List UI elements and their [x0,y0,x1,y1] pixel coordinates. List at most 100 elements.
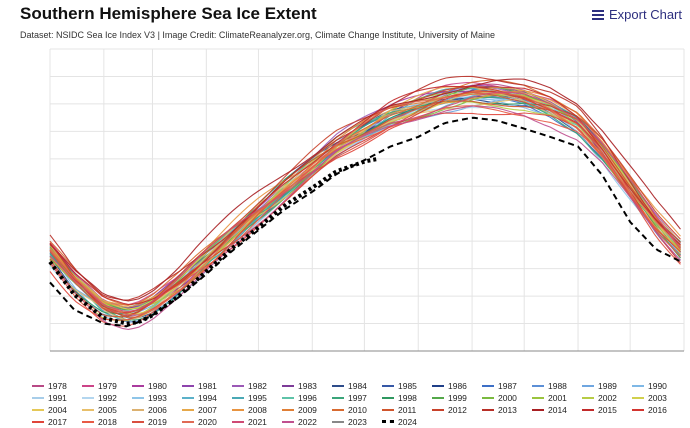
legend-item-1996[interactable]: 1996 [282,392,332,403]
legend-item-2009[interactable]: 2009 [282,404,332,415]
legend-swatch [382,384,394,387]
legend-swatch [332,408,344,411]
legend-label: 2011 [398,404,417,415]
legend-item-2010[interactable]: 2010 [332,404,382,415]
legend-label: 2013 [498,404,517,415]
legend-item-2018[interactable]: 2018 [82,416,132,427]
legend-item-2024[interactable]: 2024 [382,416,432,427]
legend-swatch [432,384,444,387]
legend-item-2020[interactable]: 2020 [182,416,232,427]
legend-item-2015[interactable]: 2015 [582,404,632,415]
legend-item-1989[interactable]: 1989 [582,380,632,391]
legend-label: 1978 [48,380,67,391]
legend-item-2000[interactable]: 2000 [482,392,532,403]
legend-swatch [82,408,94,411]
legend-label: 1990 [648,380,667,391]
legend-item-2017[interactable]: 2017 [32,416,82,427]
legend-item-2012[interactable]: 2012 [432,404,482,415]
legend-swatch [182,420,194,423]
legend-label: 2001 [548,392,567,403]
legend-item-2021[interactable]: 2021 [232,416,282,427]
series-line-2013 [49,75,681,301]
legend-item-1985[interactable]: 1985 [382,380,432,391]
legend-swatch [282,408,294,411]
legend-swatch [182,384,194,387]
export-chart-label: Export Chart [609,7,682,22]
legend-swatch [532,396,544,399]
export-chart-button[interactable]: Export Chart [592,7,682,22]
legend-label: 2016 [648,404,667,415]
legend-item-2013[interactable]: 2013 [482,404,532,415]
legend-item-2002[interactable]: 2002 [582,392,632,403]
legend-swatch [82,384,94,387]
legend-item-1983[interactable]: 1983 [282,380,332,391]
legend-swatch [32,384,44,387]
legend-item-1988[interactable]: 1988 [532,380,582,391]
legend-swatch [432,408,444,411]
legend-item-1978[interactable]: 1978 [32,380,82,391]
legend-swatch [332,396,344,399]
legend-item-1990[interactable]: 1990 [632,380,682,391]
legend-item-2004[interactable]: 2004 [32,404,82,415]
legend-item-2008[interactable]: 2008 [232,404,282,415]
legend-item-2001[interactable]: 2001 [532,392,582,403]
legend: 1978 1979 1980 1981 1982 1983 1984 1985 1986 1987… [32,380,682,427]
legend-item-2007[interactable]: 2007 [182,404,232,415]
series-line-2010 [49,79,681,306]
legend-item-1994[interactable]: 1994 [182,392,232,403]
legend-item-2006[interactable]: 2006 [132,404,182,415]
legend-swatch [182,396,194,399]
legend-swatch [582,384,594,387]
legend-item-2011[interactable]: 2011 [382,404,432,415]
legend-swatch [382,408,394,411]
legend-item-2003[interactable]: 2003 [632,392,682,403]
legend-item-1999[interactable]: 1999 [432,392,482,403]
legend-label: 1984 [348,380,367,391]
legend-label: 1993 [148,392,167,403]
legend-item-1998[interactable]: 1998 [382,392,432,403]
legend-label: 1989 [598,380,617,391]
legend-item-1980[interactable]: 1980 [132,380,182,391]
legend-swatch [532,408,544,411]
legend-item-2016[interactable]: 2016 [632,404,682,415]
legend-item-2019[interactable]: 2019 [132,416,182,427]
legend-item-2005[interactable]: 2005 [82,404,132,415]
legend-item-1981[interactable]: 1981 [182,380,232,391]
legend-swatch [82,420,94,423]
legend-label: 2004 [48,404,67,415]
legend-item-2014[interactable]: 2014 [532,404,582,415]
legend-swatch [282,420,294,423]
legend-swatch [332,420,344,423]
legend-item-1982[interactable]: 1982 [232,380,282,391]
legend-swatch [432,396,444,399]
legend-swatch [132,384,144,387]
legend-label: 1980 [148,380,167,391]
legend-item-1984[interactable]: 1984 [332,380,382,391]
legend-swatch [482,408,494,411]
legend-item-1993[interactable]: 1993 [132,392,182,403]
legend-label: 1981 [198,380,217,391]
legend-item-1991[interactable]: 1991 [32,392,82,403]
legend-label: 2000 [498,392,517,403]
legend-item-1995[interactable]: 1995 [232,392,282,403]
legend-item-2022[interactable]: 2022 [282,416,332,427]
legend-swatch [32,396,44,399]
legend-label: 1979 [98,380,117,391]
legend-label: 2017 [48,416,67,427]
legend-label: 1996 [298,392,317,403]
legend-swatch [132,420,144,423]
legend-item-1986[interactable]: 1986 [432,380,482,391]
legend-label: 2024 [398,416,417,427]
legend-swatch [82,396,94,399]
legend-item-2023[interactable]: 2023 [332,416,382,427]
legend-item-1979[interactable]: 1979 [82,380,132,391]
legend-item-1997[interactable]: 1997 [332,392,382,403]
legend-swatch [382,420,394,423]
legend-label: 1985 [398,380,417,391]
legend-item-1992[interactable]: 1992 [82,392,132,403]
legend-label: 2006 [148,404,167,415]
series-line-2019 [49,91,681,314]
legend-swatch [332,384,344,387]
legend-label: 2014 [548,404,567,415]
legend-item-1987[interactable]: 1987 [482,380,532,391]
